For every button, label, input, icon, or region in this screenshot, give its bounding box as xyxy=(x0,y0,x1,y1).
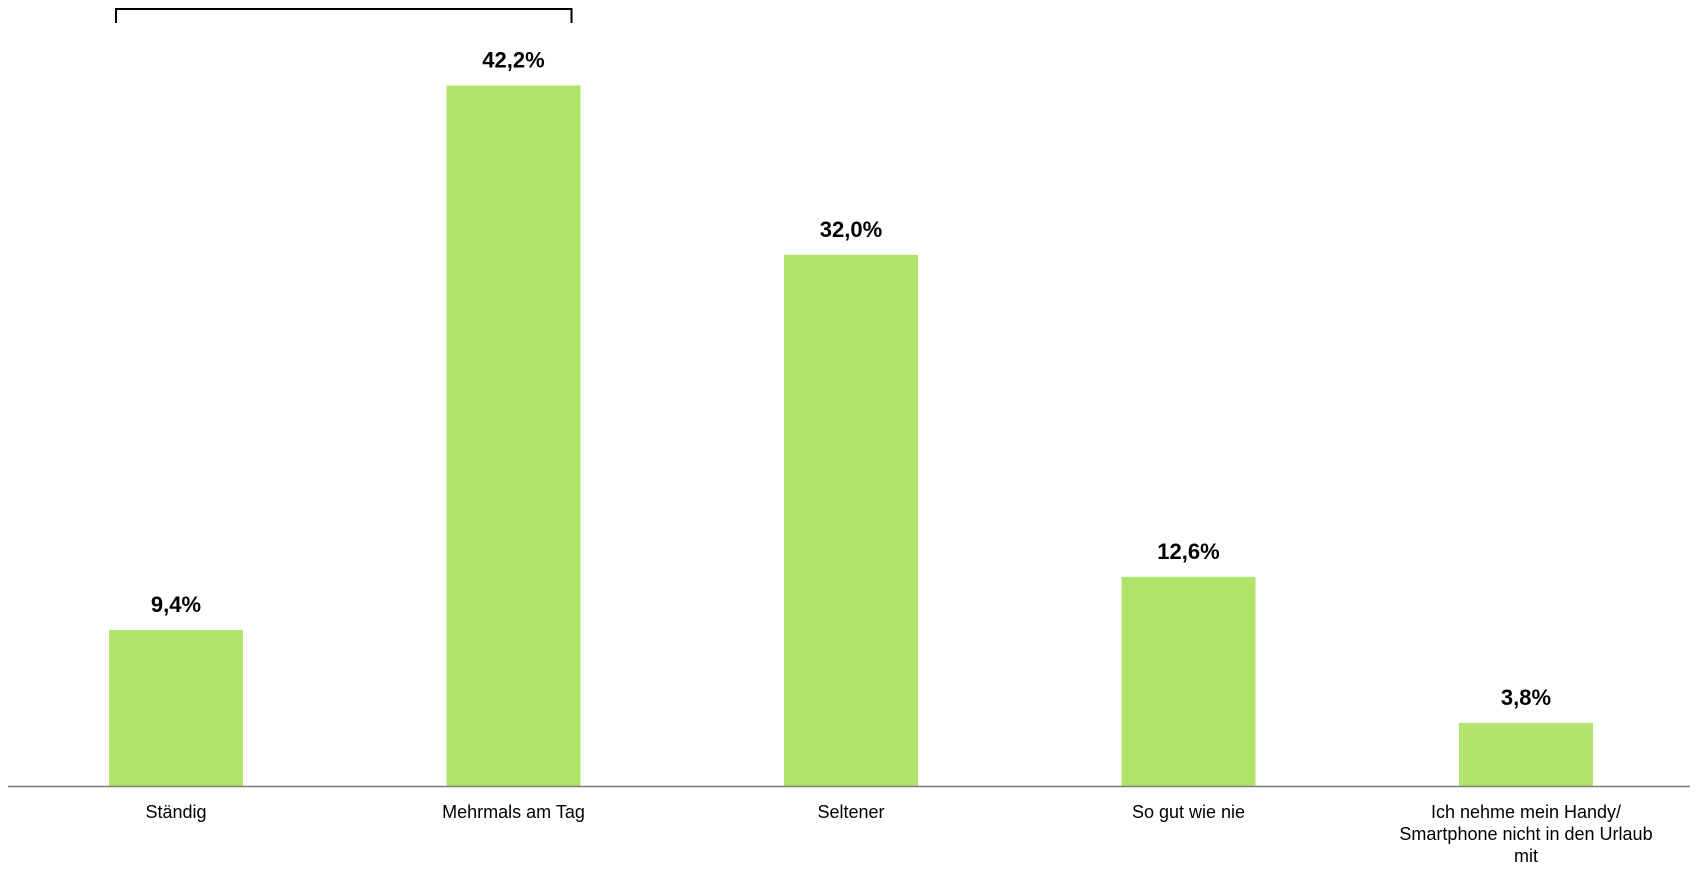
group-bracket xyxy=(115,8,573,23)
bars xyxy=(109,85,1593,787)
category-label: Seltener xyxy=(817,802,884,822)
bar xyxy=(1459,722,1593,786)
value-label: 42,2% xyxy=(482,47,544,72)
bar xyxy=(784,254,918,787)
value-label: 9,4% xyxy=(151,592,201,617)
value-label: 3,8% xyxy=(1501,685,1551,710)
category-label: Ständig xyxy=(145,802,206,822)
bar xyxy=(1121,576,1256,786)
bracket-line xyxy=(115,8,573,23)
category-label: Ich nehme mein Handy/Smartphone nicht in… xyxy=(1399,802,1652,866)
category-label: So gut wie nie xyxy=(1132,802,1245,822)
bar xyxy=(446,85,581,787)
bar xyxy=(109,629,243,786)
category-labels: Ständig Mehrmals am Tag Seltener So gut wie… xyxy=(145,802,1652,866)
value-labels: 9,4% 42,2% 32,0% 12,6% 3,8% xyxy=(151,47,1551,709)
value-label: 32,0% xyxy=(820,217,882,242)
value-label: 12,6% xyxy=(1157,539,1219,564)
category-label: Mehrmals am Tag xyxy=(442,802,585,822)
